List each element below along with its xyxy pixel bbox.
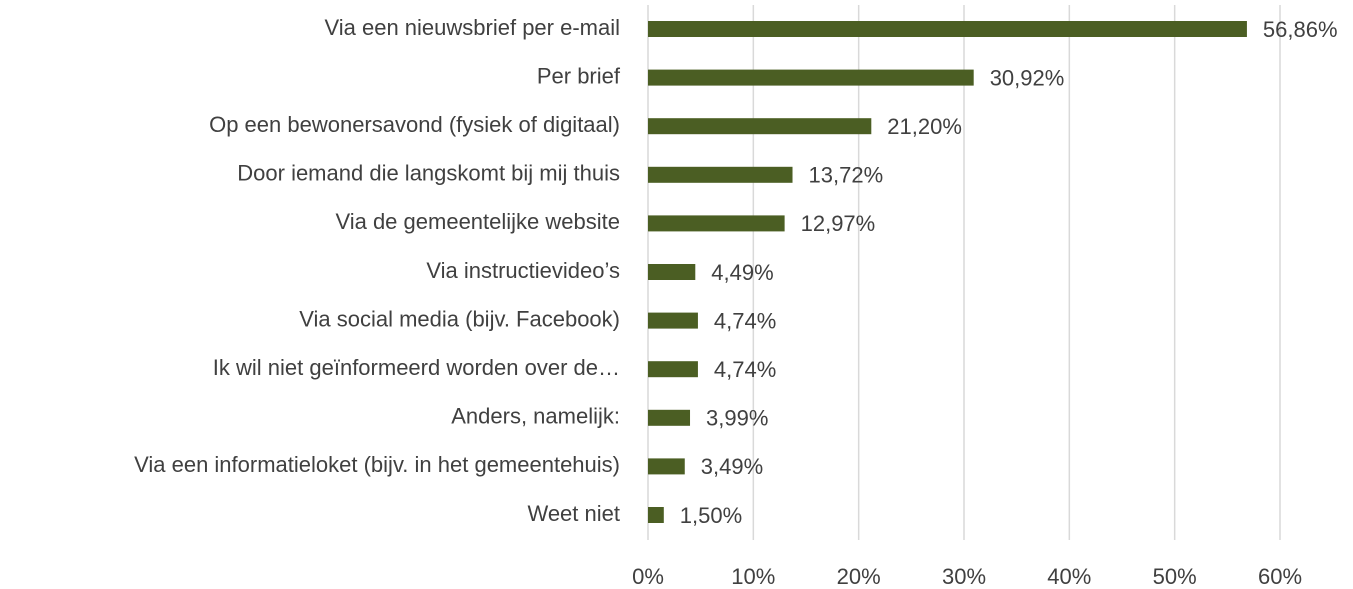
data-label: 4,74% bbox=[714, 308, 776, 333]
y-tick-label: Op een bewonersavond (fysiek of digitaal… bbox=[209, 112, 620, 137]
x-tick-label: 50% bbox=[1153, 564, 1197, 589]
y-tick-label: Weet niet bbox=[527, 501, 620, 526]
data-label: 4,49% bbox=[711, 260, 773, 285]
data-label: 3,99% bbox=[706, 406, 768, 431]
data-label: 56,86% bbox=[1263, 17, 1338, 42]
y-tick-label: Via instructievideo’s bbox=[426, 258, 620, 283]
data-label: 3,49% bbox=[701, 454, 763, 479]
x-tick-label: 60% bbox=[1258, 564, 1302, 589]
bar bbox=[648, 361, 698, 378]
y-tick-label: Via de gemeentelijke website bbox=[335, 209, 620, 234]
x-tick-label: 0% bbox=[632, 564, 664, 589]
y-tick-label: Door iemand die langskomt bij mij thuis bbox=[237, 161, 620, 186]
x-tick-label: 10% bbox=[731, 564, 775, 589]
bar bbox=[648, 458, 685, 475]
y-tick-label: Anders, namelijk: bbox=[451, 404, 620, 429]
x-tick-label: 30% bbox=[942, 564, 986, 589]
x-tick-label: 20% bbox=[837, 564, 881, 589]
x-tick-label: 40% bbox=[1047, 564, 1091, 589]
y-tick-label: Via social media (bijv. Facebook) bbox=[299, 306, 620, 331]
bar bbox=[648, 409, 691, 426]
data-label: 13,72% bbox=[809, 163, 884, 188]
data-label: 1,50% bbox=[680, 503, 742, 528]
y-tick-label: Ik wil niet geïnformeerd worden over de… bbox=[213, 355, 620, 380]
data-label: 30,92% bbox=[990, 65, 1065, 90]
data-label: 21,20% bbox=[887, 114, 962, 139]
data-label: 12,97% bbox=[801, 211, 876, 236]
data-label: 4,74% bbox=[714, 357, 776, 382]
bar bbox=[648, 507, 664, 523]
bar bbox=[648, 264, 696, 280]
bar bbox=[648, 215, 785, 232]
bar bbox=[648, 166, 793, 183]
bar bbox=[648, 21, 1247, 37]
bar bbox=[648, 118, 872, 135]
y-tick-label: Via een nieuwsbrief per e-mail bbox=[324, 15, 620, 40]
y-tick-label: Per brief bbox=[537, 63, 621, 88]
y-tick-label: Via een informatieloket (bijv. in het ge… bbox=[134, 452, 620, 477]
bar bbox=[648, 69, 974, 86]
bar bbox=[648, 312, 698, 329]
